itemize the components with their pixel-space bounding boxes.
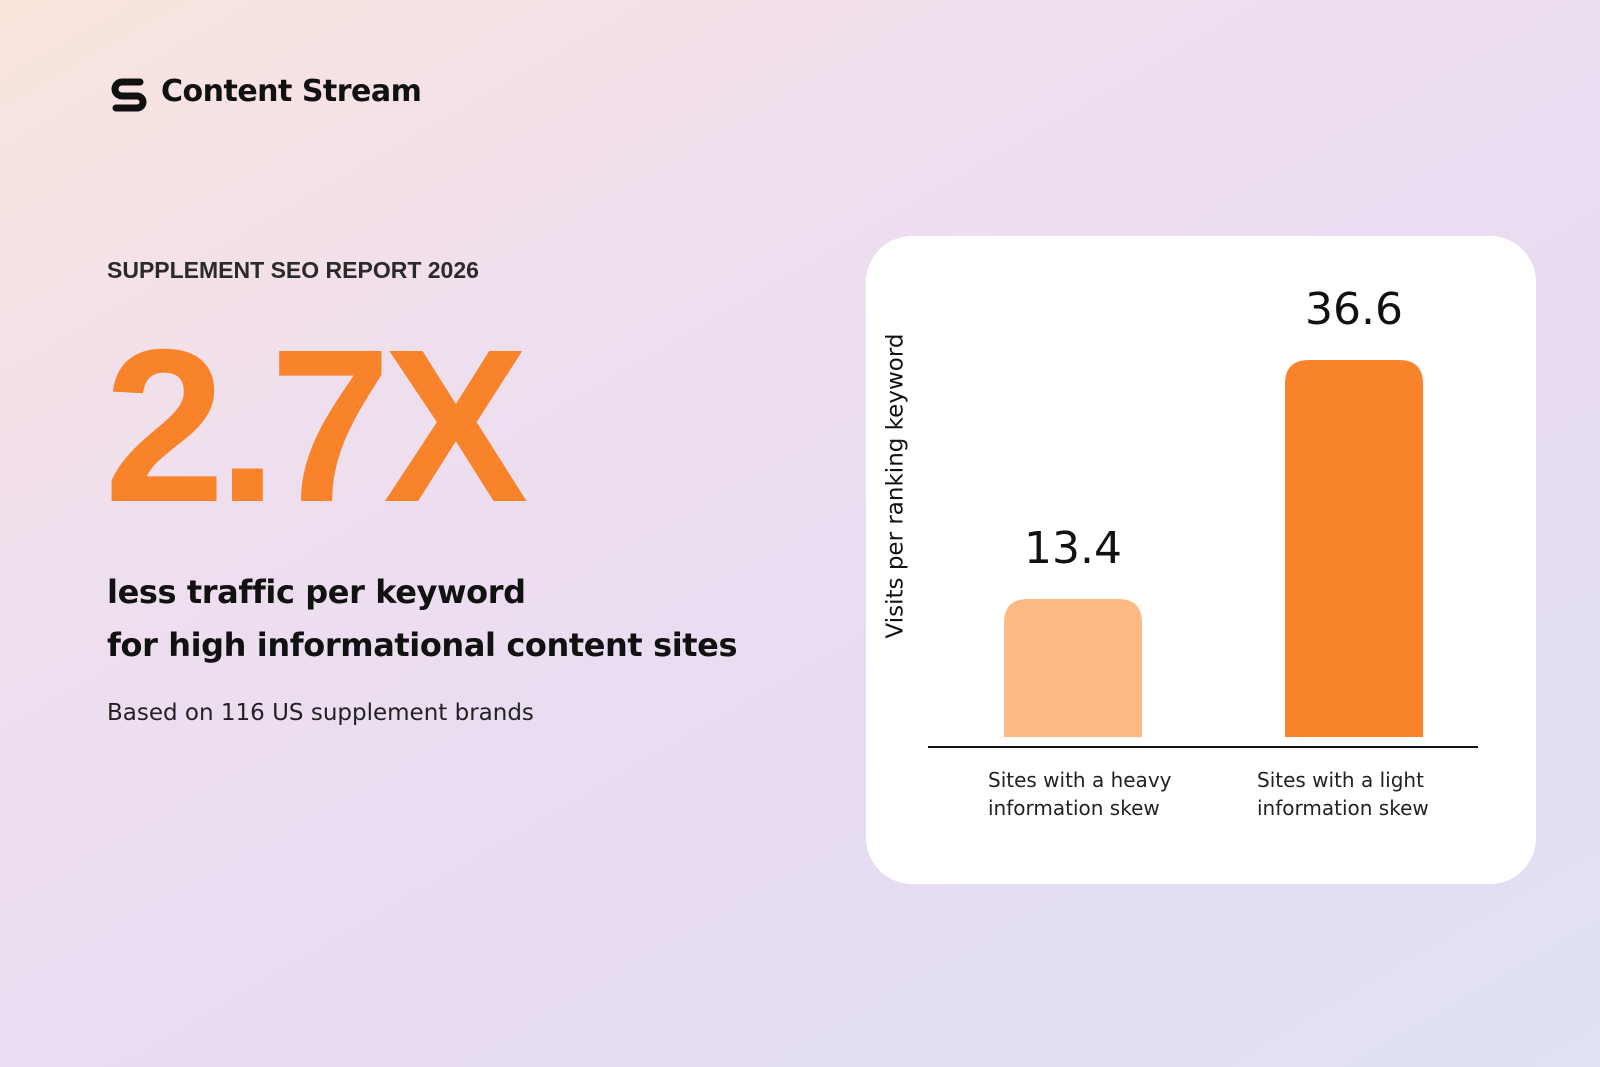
subheadline: for high informational content sites (107, 626, 738, 664)
headline-stat: 2.7X (104, 305, 528, 548)
bar (1004, 598, 1142, 737)
report-title: SUPPLEMENT SEO REPORT 2026 (107, 257, 479, 283)
brand-logo (111, 78, 147, 112)
x-tick-label: Sites with a light information skew (1257, 768, 1429, 820)
x-tick-label: Sites with a heavy information skew (988, 768, 1172, 820)
chart-card: Visits per ranking keyword 13.4 36.6 Sites… (866, 236, 1536, 884)
chart: Visits per ranking keyword 13.4 36.6 (883, 284, 1478, 748)
source-note: Based on 116 US supplement brands (107, 700, 534, 726)
brand-name: Content Stream (161, 74, 422, 109)
value-label: 13.4 (1024, 523, 1122, 574)
subheadline: less traffic per keyword (107, 573, 526, 611)
bar (1285, 360, 1423, 737)
y-axis-label: Visits per ranking keyword (883, 334, 909, 639)
value-label: 36.6 (1305, 284, 1403, 335)
